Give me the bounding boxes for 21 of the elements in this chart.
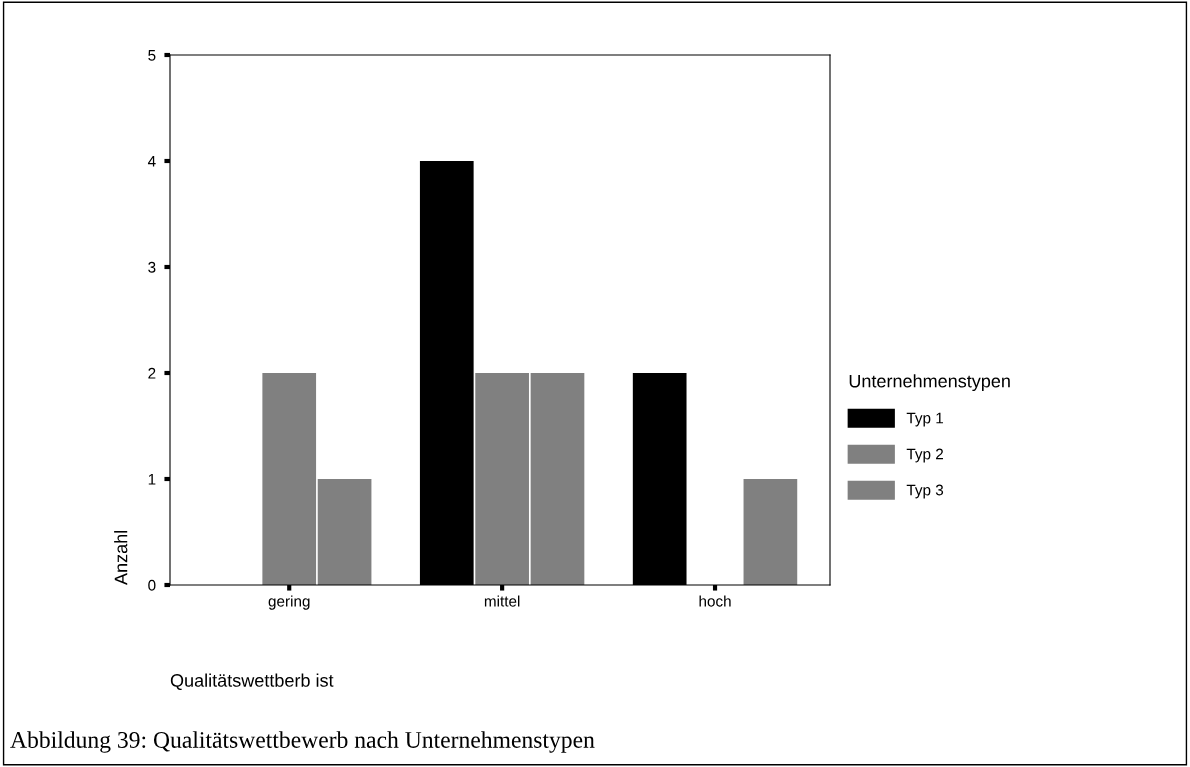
x-tick-label: mittel [484, 595, 520, 607]
bar [262, 373, 317, 585]
y-axis-title: Anzahl [114, 531, 128, 585]
y-tick-label: 4 [147, 156, 156, 167]
y-tick-label: 5 [148, 50, 156, 61]
legend-label: Typ 2 [906, 448, 943, 463]
y-tick-label: 1 [148, 474, 156, 485]
bar [530, 373, 585, 585]
bar [317, 479, 372, 585]
x-tick-label: hoch [699, 595, 731, 607]
y-tick-label: 3 [148, 261, 156, 273]
bar [743, 479, 798, 585]
text: Abbildung 39: Qualitätswettbewerb nach Unternehmenstypen [10, 731, 595, 753]
y-tick-label: 0 [148, 579, 156, 591]
bar [475, 373, 529, 585]
y-tick-label: 2 [148, 367, 156, 379]
legend-label: Typ 1 [906, 412, 944, 427]
x-axis-title: Qualitätswettberb ist [170, 673, 334, 691]
legend-label: Typ 3 [906, 484, 944, 499]
legend-title: Unternehmenstypen [849, 374, 1010, 392]
x-tick-label: gering [268, 595, 310, 610]
